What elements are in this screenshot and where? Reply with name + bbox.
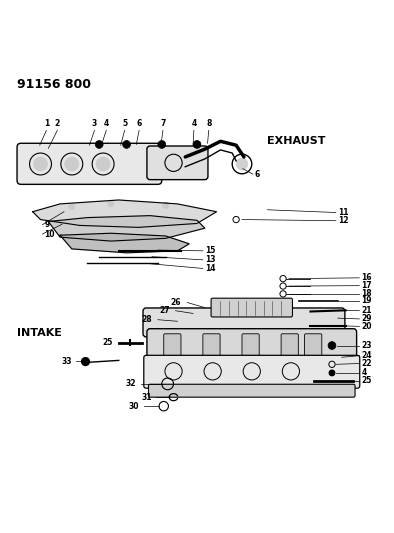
FancyBboxPatch shape (242, 334, 259, 358)
Circle shape (108, 201, 114, 207)
Circle shape (329, 370, 335, 376)
Text: 11: 11 (338, 208, 348, 217)
Text: 2: 2 (55, 119, 60, 128)
Circle shape (95, 141, 103, 148)
Text: 6: 6 (255, 169, 260, 179)
Circle shape (123, 141, 130, 148)
Text: 4: 4 (191, 119, 197, 128)
Text: 19: 19 (361, 296, 372, 305)
FancyBboxPatch shape (17, 143, 162, 184)
Text: 13: 13 (205, 255, 216, 264)
Text: 5: 5 (122, 119, 127, 128)
Circle shape (158, 141, 166, 148)
Text: EXHAUST: EXHAUST (268, 136, 326, 147)
FancyBboxPatch shape (203, 334, 220, 358)
Text: 7: 7 (160, 119, 165, 128)
Circle shape (163, 203, 169, 208)
Text: 31: 31 (141, 393, 152, 402)
Polygon shape (60, 233, 189, 253)
Text: 29: 29 (361, 314, 372, 324)
FancyBboxPatch shape (305, 334, 322, 358)
Text: INTAKE: INTAKE (17, 328, 62, 338)
FancyBboxPatch shape (211, 298, 292, 317)
Text: 21: 21 (361, 306, 372, 315)
FancyBboxPatch shape (143, 308, 345, 337)
Circle shape (328, 342, 336, 350)
Circle shape (193, 141, 201, 148)
Circle shape (69, 204, 75, 210)
Text: 16: 16 (361, 273, 372, 282)
Text: 91156 800: 91156 800 (17, 78, 91, 91)
Text: 4: 4 (104, 119, 109, 128)
Polygon shape (33, 200, 217, 228)
Circle shape (96, 157, 110, 171)
FancyBboxPatch shape (147, 146, 208, 180)
Text: 17: 17 (361, 281, 372, 290)
Circle shape (236, 158, 248, 170)
Text: 23: 23 (361, 341, 372, 350)
Polygon shape (48, 216, 205, 241)
Text: 12: 12 (338, 216, 348, 225)
Circle shape (82, 358, 89, 366)
Text: 1: 1 (44, 119, 49, 128)
Text: 33: 33 (61, 357, 72, 366)
Text: 30: 30 (129, 402, 139, 410)
Text: 3: 3 (92, 119, 97, 128)
Text: 18: 18 (361, 289, 372, 298)
Text: 10: 10 (45, 230, 55, 239)
Text: 8: 8 (206, 119, 212, 128)
FancyBboxPatch shape (147, 329, 357, 361)
Text: 20: 20 (361, 322, 372, 331)
Text: 26: 26 (171, 298, 181, 307)
Text: 22: 22 (361, 359, 372, 368)
Text: 25: 25 (361, 376, 372, 385)
Text: 32: 32 (126, 379, 136, 389)
Text: 25: 25 (102, 338, 113, 348)
FancyBboxPatch shape (281, 334, 298, 358)
FancyBboxPatch shape (149, 384, 355, 397)
Text: 6: 6 (136, 119, 142, 128)
Text: 15: 15 (205, 246, 215, 255)
Text: 14: 14 (205, 264, 216, 273)
Text: 27: 27 (159, 306, 169, 315)
FancyBboxPatch shape (164, 334, 181, 358)
Text: 28: 28 (141, 315, 152, 324)
Circle shape (65, 157, 79, 171)
Text: 4: 4 (361, 368, 366, 377)
Text: 9: 9 (45, 220, 50, 229)
Circle shape (33, 157, 48, 171)
Text: 24: 24 (361, 351, 372, 360)
FancyBboxPatch shape (144, 356, 360, 388)
